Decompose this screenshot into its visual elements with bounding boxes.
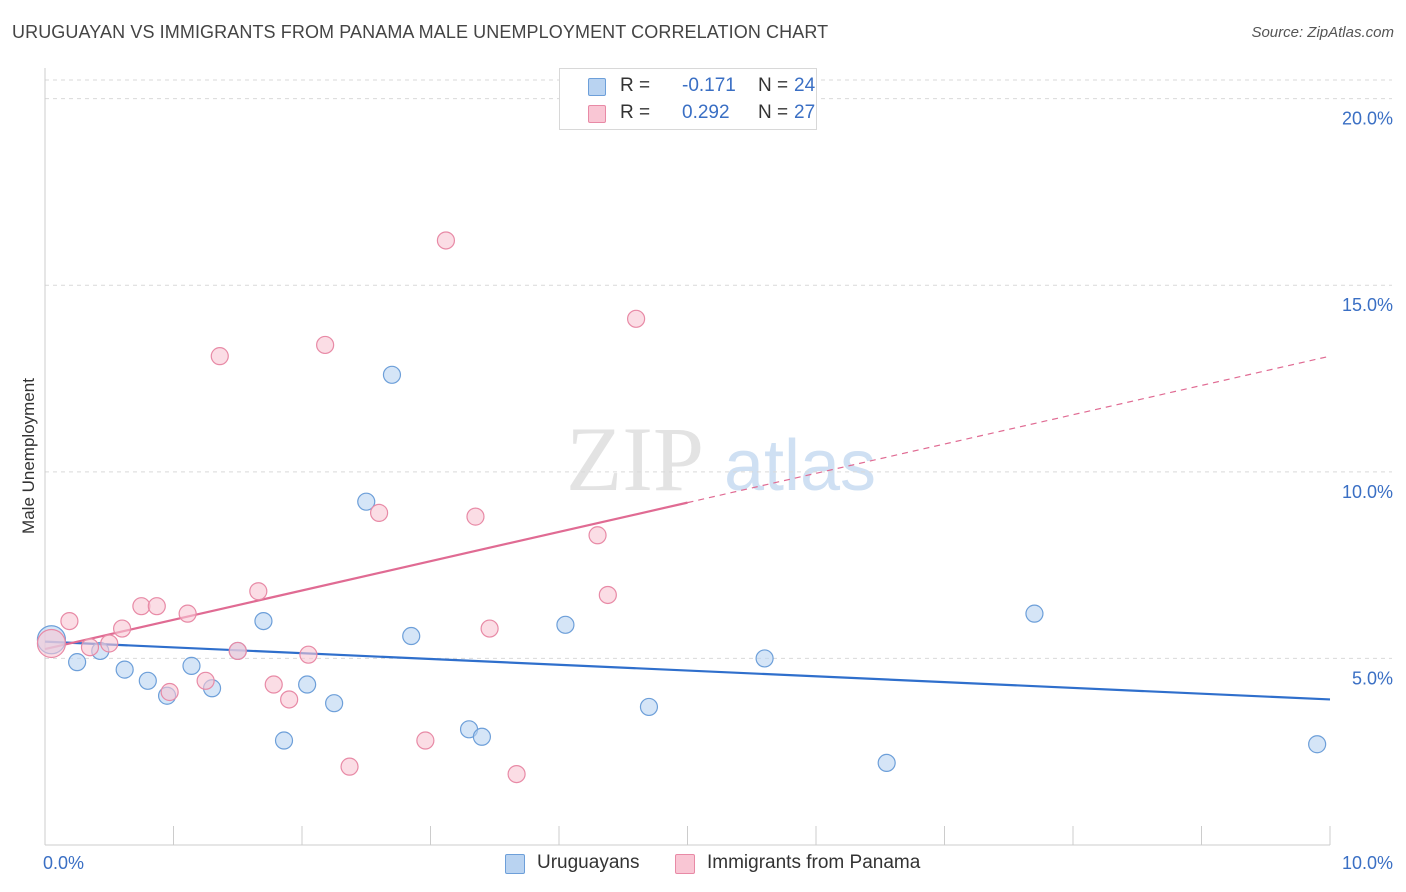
panama-point — [60, 611, 79, 631]
panama-point — [264, 675, 283, 694]
uruguayan-point — [325, 694, 344, 713]
panama-point — [598, 585, 617, 605]
chart-title: URUGUAYAN VS IMMIGRANTS FROM PANAMA MALE… — [12, 22, 829, 42]
y-tick-label: 10.0% — [1342, 482, 1393, 502]
y-tick-label: 20.0% — [1342, 109, 1393, 129]
panama-point — [112, 619, 132, 638]
panama-point — [100, 634, 119, 653]
bottom-legend-swatch-pink — [675, 854, 695, 874]
uruguayan-point — [254, 611, 273, 631]
tick-labels: 5.0% 10.0% 15.0% 20.0% 0.0% 10.0% — [43, 109, 1393, 873]
trend-lines — [44, 355, 1331, 701]
panama-point — [316, 335, 335, 355]
legend-swatch-pink — [588, 105, 606, 123]
x-tick-label: 0.0% — [43, 853, 84, 873]
uruguayan-point — [639, 697, 659, 717]
panama-point — [466, 507, 485, 526]
source-label: Source: ZipAtlas.com — [1251, 24, 1394, 41]
panama-point — [626, 309, 646, 328]
uruguayan-point — [472, 727, 491, 746]
gridlines — [45, 79, 1392, 659]
panama-point — [147, 597, 166, 616]
uruguayan-point — [402, 626, 421, 646]
x-tick-label: 10.0% — [1342, 853, 1393, 873]
legend-swatch-blue — [588, 78, 606, 96]
legend-n-label: N = — [758, 75, 789, 96]
legend-n-value-panama: 27 — [794, 102, 816, 123]
panama-point — [249, 582, 268, 601]
panama-trend-line — [44, 501, 688, 651]
panama-point — [416, 731, 435, 750]
y-tick-label: 5.0% — [1352, 668, 1393, 688]
uruguayan-trend-line — [44, 640, 1331, 701]
panama-point — [196, 671, 215, 690]
legend-r-value-panama: 0.292 — [682, 102, 730, 123]
panama-point — [480, 619, 499, 638]
panama-point — [370, 503, 389, 522]
uruguayan-point — [357, 492, 376, 511]
bottom-legend-label-uruguayans: Uruguayans — [537, 852, 640, 873]
panama-point — [80, 638, 100, 657]
panama-point — [36, 628, 67, 659]
uruguayan-point — [556, 615, 575, 634]
panama-point — [436, 231, 456, 250]
watermark-zip: ZIP — [566, 408, 704, 510]
panama-point — [210, 347, 229, 366]
axes — [44, 68, 1331, 846]
legend-n-value-uruguayans: 24 — [794, 75, 816, 96]
uruguayan-point — [182, 656, 201, 675]
data-points — [36, 231, 1327, 784]
uruguayan-point — [68, 653, 87, 672]
uruguayan-point — [274, 731, 294, 750]
panama-point — [160, 682, 179, 702]
uruguayan-point — [115, 660, 134, 679]
uruguayan-point — [1308, 735, 1327, 754]
uruguayan-point — [755, 649, 774, 668]
y-tick-label: 15.0% — [1342, 295, 1393, 315]
panama-point — [507, 764, 526, 784]
legend-r-label: R = — [620, 102, 651, 123]
uruguayan-point — [1025, 604, 1044, 623]
legend-r-label: R = — [620, 75, 651, 96]
panama-point — [178, 604, 197, 623]
panama-point — [299, 645, 318, 664]
panama-point — [280, 690, 299, 709]
bottom-legend-label-panama: Immigrants from Panama — [707, 852, 921, 873]
panama-point — [228, 641, 247, 661]
watermark-atlas: atlas — [724, 426, 876, 506]
uruguayan-point — [382, 365, 402, 384]
uruguayan-point — [877, 753, 896, 773]
uruguayan-point — [138, 671, 157, 690]
panama-point — [340, 757, 359, 776]
correlation-legend: R = -0.171 N = 24 R = 0.292 N = 27 — [559, 68, 817, 130]
bottom-legend-swatch-blue — [505, 854, 525, 874]
legend-r-value-uruguayans: -0.171 — [682, 75, 736, 96]
panama-point — [588, 526, 607, 545]
y-axis-label: Male Unemployment — [19, 378, 38, 534]
legend-n-label: N = — [758, 102, 789, 123]
panama-point — [132, 597, 151, 616]
uruguayan-point — [298, 675, 317, 694]
